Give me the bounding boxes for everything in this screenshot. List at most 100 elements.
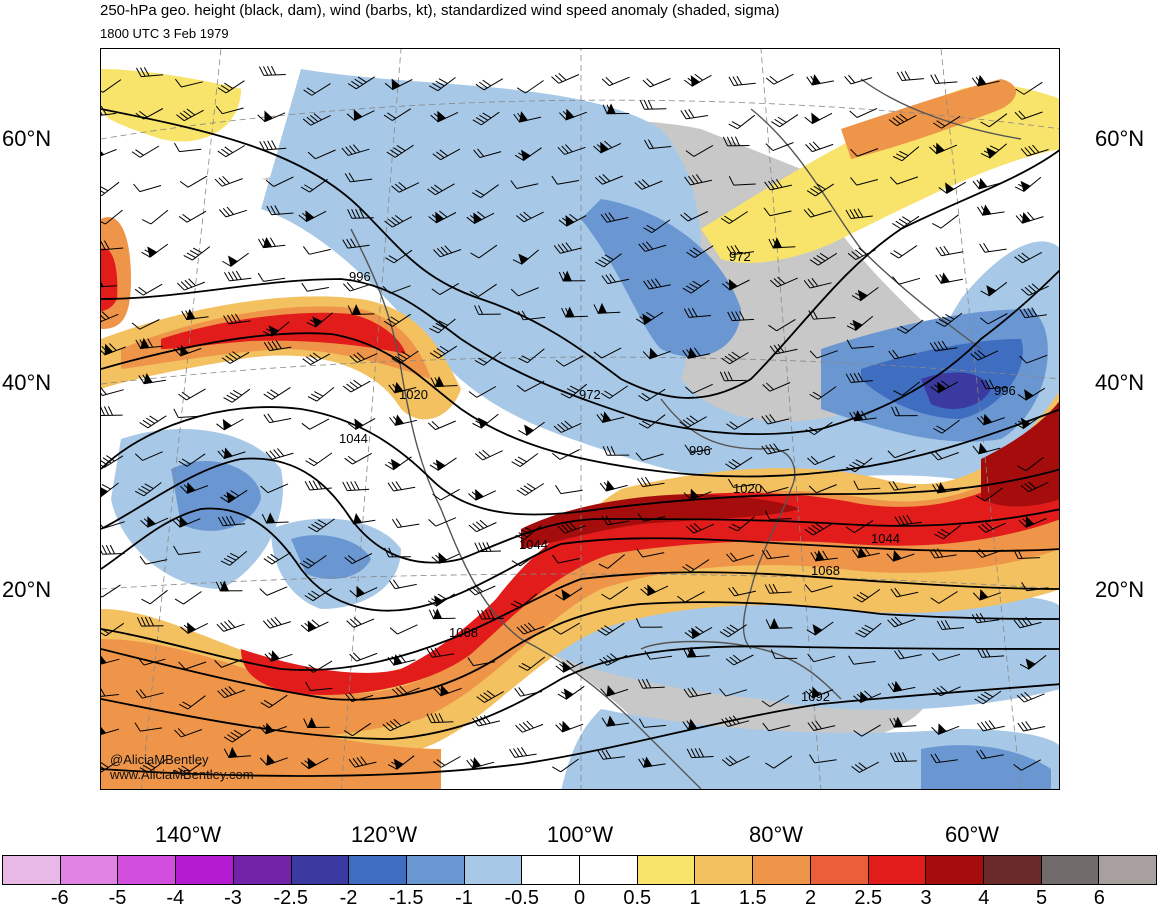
wind-barb [765, 618, 793, 629]
wind-barb [929, 142, 958, 155]
wind-barb [257, 272, 286, 282]
wind-barb [136, 616, 164, 627]
wind-barb [891, 406, 918, 417]
wind-barb [552, 554, 580, 564]
wind-barb [761, 695, 790, 708]
wind-barb [769, 276, 798, 288]
wind-barb [636, 311, 664, 326]
wind-barb [638, 414, 666, 429]
wind-barb [300, 619, 329, 633]
wind-barb [134, 283, 163, 296]
wind-barb [466, 756, 495, 769]
wind-barb [683, 488, 712, 501]
wind-barb [886, 550, 915, 562]
wind-barb [101, 584, 121, 598]
colorbar-swatch [810, 856, 869, 884]
wind-barb [637, 678, 665, 689]
wind-barb [848, 655, 876, 665]
wind-barb [642, 347, 671, 360]
wind-barb [223, 270, 252, 282]
wind-barb [601, 715, 630, 727]
latitude-label-left: 40°N [2, 370, 52, 395]
wind-barb [431, 552, 460, 565]
wind-barb [932, 652, 961, 661]
colorbar-swatch [291, 856, 350, 884]
wind-barb [343, 722, 371, 737]
wind-barb [974, 548, 1003, 558]
wind-barb [1013, 759, 1041, 771]
colorbar-tick-label: -5 [108, 887, 127, 909]
wind-barb [509, 747, 537, 758]
wind-barb [302, 352, 331, 366]
contour-label: 972 [579, 387, 601, 402]
wind-barb [263, 552, 291, 565]
colorbar-swatch [60, 856, 119, 884]
wind-barb [558, 270, 586, 282]
wind-barb [429, 457, 457, 472]
wind-barb [1017, 456, 1044, 472]
wind-barb [219, 206, 248, 218]
wind-barb [721, 351, 749, 365]
wind-barb [890, 587, 919, 598]
wind-barb [888, 349, 917, 360]
wind-barb [101, 622, 125, 637]
wind-barb [725, 654, 754, 666]
wind-barb [515, 525, 542, 540]
wind-barb [383, 313, 411, 327]
wind-barb [561, 306, 588, 318]
wind-barb [845, 372, 873, 383]
wind-barb [686, 522, 715, 534]
colorbar-swatch [233, 856, 292, 884]
wind-barb [555, 720, 584, 733]
wind-barb [216, 619, 245, 632]
wind-barb [726, 552, 755, 562]
wind-barb [469, 283, 497, 298]
wind-barb [266, 205, 294, 216]
wind-barb [260, 694, 288, 709]
contour-label: 1044 [519, 537, 548, 552]
wind-barb [853, 724, 881, 737]
wind-barb [938, 181, 967, 195]
wind-barb [593, 302, 621, 314]
longitude-label: 120°W [350, 822, 418, 847]
wind-barb [467, 657, 496, 667]
colorbar-tick-label: 0.5 [623, 887, 652, 909]
wind-barb [101, 520, 125, 529]
wind-barb [516, 380, 545, 392]
wind-barb [307, 387, 335, 402]
wind-barb [935, 245, 964, 257]
wind-barb [594, 174, 623, 185]
wind-barb [1020, 481, 1049, 493]
wind-barb [133, 183, 162, 193]
wind-barb [849, 107, 878, 118]
map-panel[interactable]: 996 1020 1044 972 996 1020 1044 1068 972… [100, 48, 1060, 790]
wind-barb [768, 237, 796, 249]
wind-barb [889, 716, 917, 728]
latitude-label-left: 60°N [2, 126, 52, 151]
wind-barb [727, 310, 755, 322]
wind-barb [1019, 307, 1047, 319]
wind-barb [637, 513, 666, 522]
wind-barb [101, 105, 117, 117]
wind-barb [516, 622, 545, 635]
wind-barb [101, 482, 119, 498]
wind-barb [593, 347, 622, 359]
colorbar-tick-label: -4 [166, 887, 185, 909]
wind-barb [387, 481, 416, 492]
wind-barb [468, 489, 497, 501]
wind-barb [768, 318, 796, 332]
wind-barb [140, 516, 169, 528]
wind-barb [638, 241, 667, 252]
wind-barb [433, 245, 462, 258]
wind-barb [553, 242, 582, 254]
wind-barb [139, 555, 168, 565]
wind-barb [894, 514, 922, 526]
wind-barb [304, 588, 332, 602]
wind-barb [474, 351, 502, 366]
wind-barb [179, 175, 208, 188]
wind-barb [684, 174, 713, 186]
wind-barb [808, 309, 836, 320]
wind-barb [764, 510, 792, 521]
wind-barb [385, 249, 413, 264]
wind-barb [101, 276, 118, 288]
